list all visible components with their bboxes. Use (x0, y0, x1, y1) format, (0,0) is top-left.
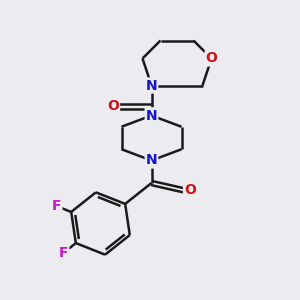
Text: O: O (206, 52, 218, 65)
Text: N: N (146, 79, 157, 92)
Text: F: F (59, 246, 68, 260)
Text: N: N (146, 109, 157, 122)
Text: F: F (52, 199, 62, 213)
Text: N: N (146, 154, 157, 167)
Text: O: O (107, 100, 119, 113)
Text: O: O (184, 184, 196, 197)
